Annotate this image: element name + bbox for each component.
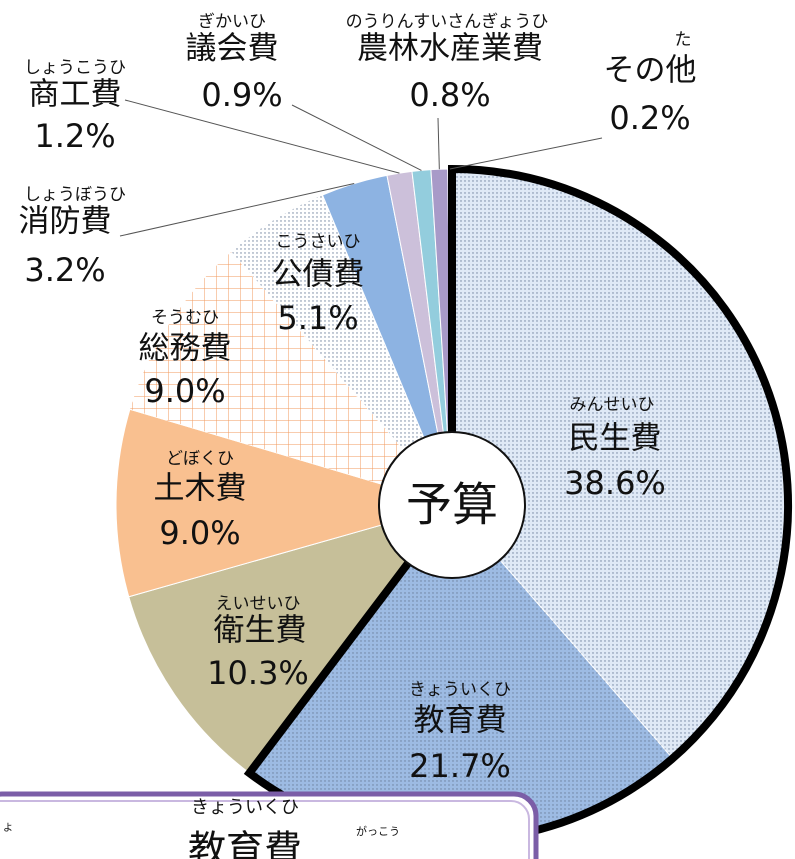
callout-title: 教育費 <box>188 828 302 859</box>
leader-line <box>291 104 422 171</box>
slice-reading: こうさいひ <box>276 232 361 252</box>
center-label: 予算 <box>406 478 498 532</box>
slice-reading: みんせいひ <box>570 395 655 415</box>
slice-value-label: 9.0% <box>159 514 240 552</box>
slice-reading: ぎかいひ <box>198 12 266 32</box>
slice-reading: きょういくひ <box>409 680 511 700</box>
slice-value-label: 9.0% <box>144 372 225 410</box>
callout: よ きょういくひ 教育費 がっこう <box>0 791 539 859</box>
callout-note: がっこう <box>356 824 400 838</box>
slice-name: 消防費 <box>19 204 112 240</box>
slice-reading: そうむひ <box>151 308 219 328</box>
slice-reading: のうりんすいさんぎょうひ <box>346 12 549 32</box>
callout-inner-border <box>0 800 530 859</box>
slice-name: 民生費 <box>569 421 662 457</box>
slice-name: 農林水産業費 <box>357 31 543 67</box>
slice-name: その他 <box>604 53 697 89</box>
callout-box <box>0 791 539 859</box>
slice-value-label: 10.3% <box>207 654 309 692</box>
slice-value-label: 1.2% <box>34 117 115 155</box>
slice-value-label: 0.2% <box>609 99 690 137</box>
slice-value-label: 5.1% <box>277 299 358 337</box>
slice-value-label: 21.7% <box>409 747 511 785</box>
slice-value-label: 3.2% <box>24 251 105 289</box>
callout-reading: きょういくひ <box>191 797 299 818</box>
slice-name: 議会費 <box>186 31 279 67</box>
slice-value-label: 0.9% <box>201 76 282 114</box>
slice-reading: しょうこうひ <box>24 58 126 78</box>
slice-reading: えいせいひ <box>216 594 301 614</box>
center-circle <box>378 431 526 579</box>
slice-reading: しょうぼうひ <box>24 185 126 205</box>
slice-value-label: 0.8% <box>409 76 490 114</box>
slice <box>128 504 454 774</box>
slice-name: 総務費 <box>139 331 232 367</box>
leader-line <box>437 117 440 170</box>
slice-name: 教育費 <box>414 703 507 739</box>
leader-line <box>119 183 355 237</box>
slice-name: 土木費 <box>154 471 247 507</box>
leader-line <box>124 99 400 174</box>
callout-left: よ <box>3 822 13 834</box>
slice-value-label: 38.6% <box>564 464 666 502</box>
slice-name: 商工費 <box>29 77 122 113</box>
slice-reading: どぼくひ <box>166 449 234 469</box>
leader-line <box>449 137 603 170</box>
slice-reading: た <box>675 30 692 50</box>
slice-name: 公債費 <box>272 257 365 293</box>
slice-name: 衛生費 <box>214 613 307 649</box>
